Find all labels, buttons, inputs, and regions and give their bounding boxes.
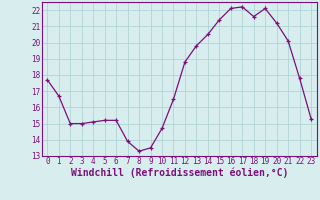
X-axis label: Windchill (Refroidissement éolien,°C): Windchill (Refroidissement éolien,°C) [70, 168, 288, 178]
